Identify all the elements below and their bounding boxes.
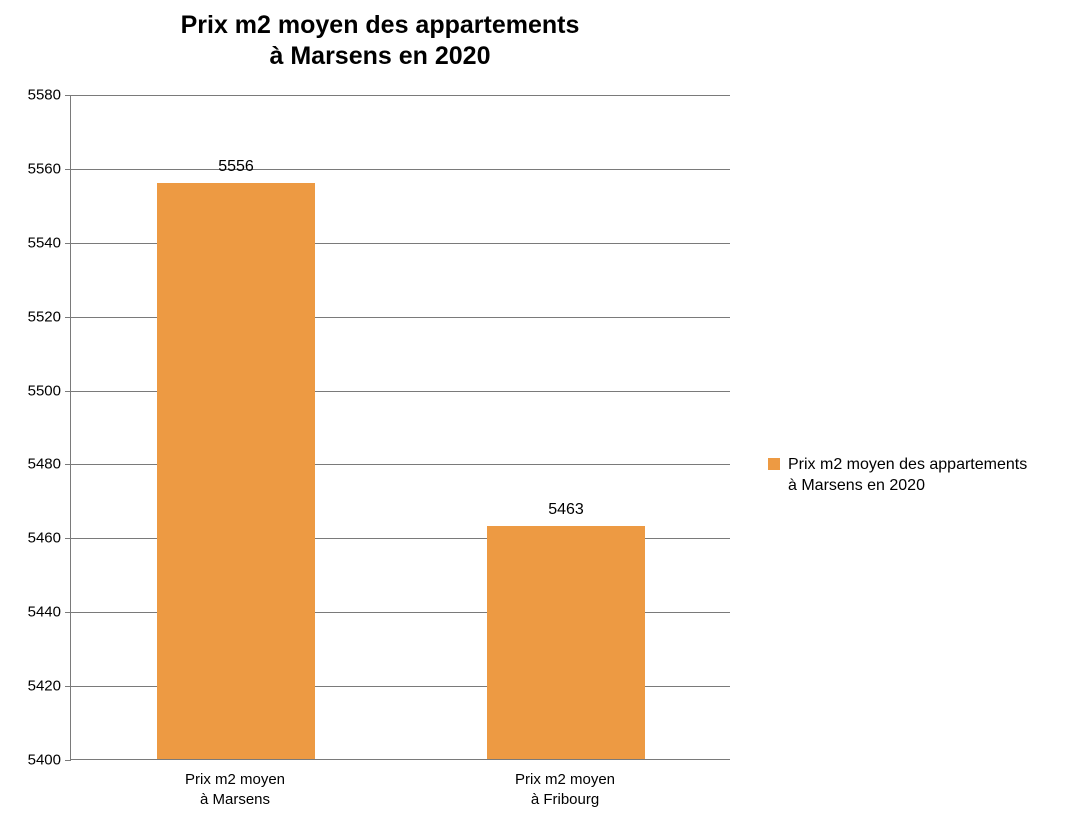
bar-chart: Prix m2 moyen des appartements à Marsens… xyxy=(0,0,1073,835)
x-category-label: Prix m2 moyen à Marsens xyxy=(185,770,285,809)
legend-label: Prix m2 moyen des appartements à Marsens… xyxy=(788,455,1027,497)
y-tick-mark xyxy=(65,243,71,244)
y-tick-label: 5520 xyxy=(15,308,61,325)
y-tick-label: 5460 xyxy=(15,530,61,547)
gridline xyxy=(71,95,730,96)
y-tick-mark xyxy=(65,538,71,539)
y-tick-label: 5420 xyxy=(15,678,61,695)
y-tick-label: 5560 xyxy=(15,160,61,177)
plot-area: 5556 5463 xyxy=(70,95,730,760)
y-tick-mark xyxy=(65,169,71,170)
bar-value-label: 5463 xyxy=(548,501,584,519)
legend-label-line1: Prix m2 moyen des appartements xyxy=(788,456,1027,473)
legend: Prix m2 moyen des appartements à Marsens… xyxy=(768,455,1027,497)
legend-swatch xyxy=(768,458,780,470)
y-tick-mark xyxy=(65,391,71,392)
gridline xyxy=(71,169,730,170)
bar xyxy=(157,183,315,759)
y-tick-label: 5400 xyxy=(15,752,61,769)
y-tick-mark xyxy=(65,760,71,761)
y-tick-mark xyxy=(65,95,71,96)
x-category-label: Prix m2 moyen à Fribourg xyxy=(515,770,615,809)
y-tick-mark xyxy=(65,464,71,465)
y-tick-mark xyxy=(65,317,71,318)
chart-title-line2: à Marsens en 2020 xyxy=(0,41,760,72)
y-tick-label: 5540 xyxy=(15,234,61,251)
bar xyxy=(487,526,645,759)
y-tick-label: 5580 xyxy=(15,87,61,104)
y-tick-mark xyxy=(65,686,71,687)
chart-title: Prix m2 moyen des appartements à Marsens… xyxy=(0,10,760,73)
bar-value-label: 5556 xyxy=(218,158,254,176)
y-tick-mark xyxy=(65,612,71,613)
y-tick-label: 5440 xyxy=(15,604,61,621)
y-tick-label: 5500 xyxy=(15,382,61,399)
legend-label-line2: à Marsens en 2020 xyxy=(788,477,925,494)
y-tick-label: 5480 xyxy=(15,456,61,473)
chart-title-line1: Prix m2 moyen des appartements xyxy=(0,10,760,41)
